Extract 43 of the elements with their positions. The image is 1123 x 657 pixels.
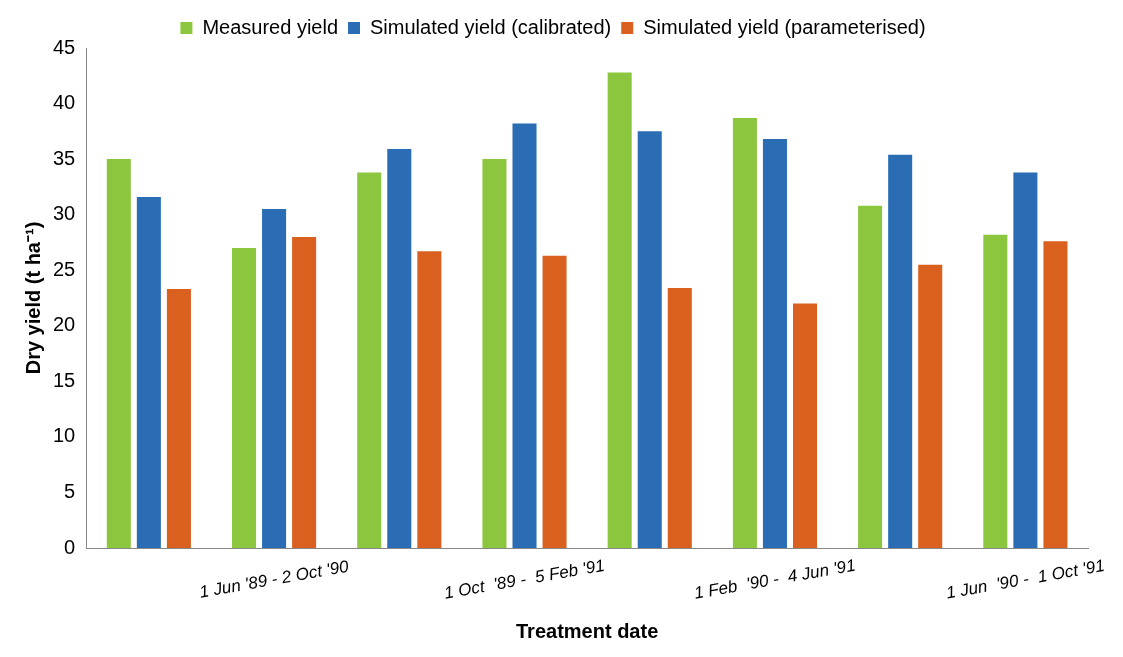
x-axis-title: Treatment date <box>515 619 659 642</box>
bar <box>888 154 913 548</box>
bar <box>292 236 317 548</box>
bar <box>387 149 412 548</box>
x-tick-label: 1 Jun '90 - 1 Oct '91 <box>944 555 1106 603</box>
y-axis-title: Dry yield (t ha⁻¹) <box>21 221 44 375</box>
bar <box>983 234 1008 548</box>
bar <box>136 196 161 548</box>
bar <box>918 264 943 548</box>
bar <box>482 159 507 548</box>
legend-label: Simulated yield (calibrated) <box>370 15 612 38</box>
bar <box>792 303 818 548</box>
bar <box>667 288 692 548</box>
bar <box>512 123 537 548</box>
x-tick-label: 1 Feb '90 - 4 Jun '91 <box>692 555 857 603</box>
y-tick-label: 5 <box>64 479 76 502</box>
legend-label: Measured yield <box>202 15 339 38</box>
bar <box>357 172 382 548</box>
bar <box>637 131 662 548</box>
bar <box>1043 241 1068 548</box>
y-tick-label: 40 <box>53 91 76 114</box>
bar <box>262 209 287 548</box>
y-tick-label: 15 <box>53 368 76 391</box>
bar <box>542 255 567 548</box>
y-tick-label: 20 <box>53 313 76 336</box>
bar <box>858 205 883 548</box>
bar <box>732 118 757 548</box>
y-tick-label: 35 <box>53 146 76 169</box>
y-tick-label: 10 <box>53 424 76 447</box>
bar <box>166 289 191 548</box>
y-tick-label: 0 <box>64 535 76 558</box>
x-tick-label: 1 Jun '89 - 2 Oct '90 <box>197 556 351 602</box>
x-tick-label: 1 Oct '89 - 5 Feb '91 <box>442 555 606 603</box>
y-tick-label: 30 <box>53 202 76 225</box>
y-tick-label: 45 <box>53 35 76 58</box>
bar <box>1013 172 1038 548</box>
bar <box>417 251 442 548</box>
bar <box>106 159 131 548</box>
bar <box>232 248 257 548</box>
bar <box>762 139 787 548</box>
legend-label: Simulated yield (parameterised) <box>643 15 926 38</box>
y-tick-label: 25 <box>53 257 76 280</box>
bar <box>607 72 632 548</box>
